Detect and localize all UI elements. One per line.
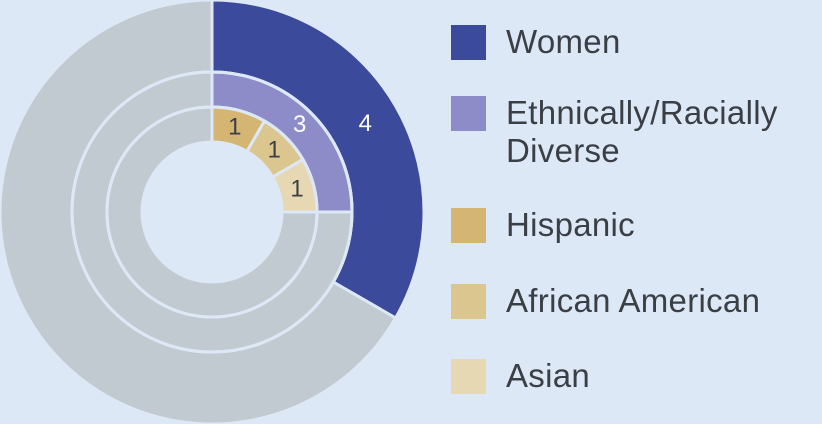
ring3-value-label-asian: 1 (290, 176, 303, 203)
legend-label-line-2: Diverse (506, 132, 620, 169)
legend-swatch-ethnically-racially-diverse (451, 96, 486, 131)
legend-swatch-women (451, 25, 486, 60)
legend-item-women: Women (451, 23, 822, 61)
legend-swatch-african-american (451, 284, 486, 319)
legend-item-african-american: African American (451, 282, 822, 320)
ring3-value-label-african-american: 1 (268, 136, 281, 163)
legend-swatch-asian (451, 359, 486, 394)
ring-separator-1 (70, 70, 354, 354)
legend-label-african-american: African American (506, 282, 761, 319)
legend-label-asian: Asian (506, 357, 591, 394)
legend-item-ethnically-racially-diverse: Ethnically/Racially Diverse (451, 94, 822, 170)
legend-item-hispanic: Hispanic (451, 206, 822, 244)
ring1-value-label-women: 4 (359, 110, 372, 137)
legend-label-ethnically-racially-diverse: Ethnically/Racially Diverse (506, 94, 778, 170)
ring3-value-label-hispanic: 1 (228, 113, 241, 140)
ring-separator-2 (105, 105, 319, 319)
legend-label-line-1: Ethnically/Racially (506, 94, 778, 131)
legend-label-hispanic: Hispanic (506, 206, 635, 243)
legend-label-women: Women (506, 23, 621, 60)
legend-item-asian: Asian (451, 357, 822, 395)
ring2-value-label-ethnically-racially-diverse: 3 (293, 111, 306, 138)
legend-swatch-hispanic (451, 208, 486, 243)
